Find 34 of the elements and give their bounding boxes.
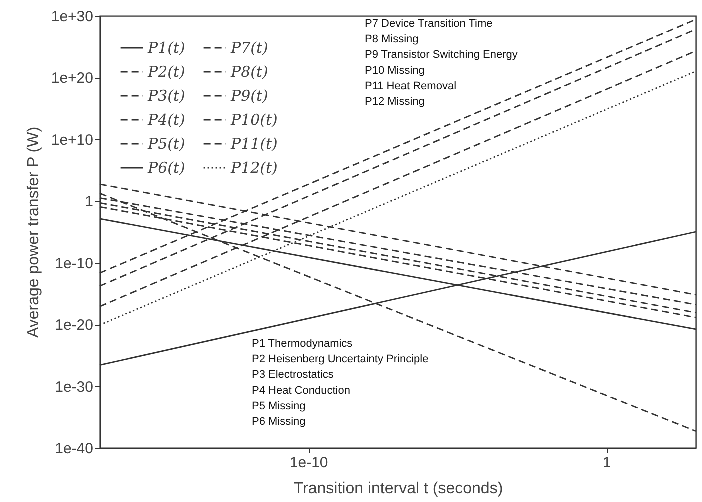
annotation: P7 Device Transition Time — [365, 18, 493, 30]
annotation: P11 Heat Removal — [365, 80, 457, 92]
y-axis-title: Average power transfer P (W) — [25, 126, 42, 338]
y-tick-label: 1e-40 — [55, 440, 94, 458]
legend-label: P11(t) — [230, 135, 278, 153]
legend-label: P12(t) — [230, 159, 278, 177]
annotation: P5 Missing — [252, 400, 306, 412]
y-tick-label: 1 — [85, 194, 94, 211]
annotation: P1 Thermodynamics — [252, 338, 354, 350]
annotation: P4 Heat Conduction — [252, 384, 350, 397]
legend-label: P3(t) — [147, 87, 186, 105]
annotation: P10 Missing — [365, 64, 425, 77]
y-tick-label: 1e+20 — [51, 70, 94, 88]
y-tick-label: 1e+10 — [51, 132, 94, 149]
legend-label: P6(t) — [147, 159, 186, 177]
legend-label: P1(t) — [147, 39, 186, 57]
legend-label: P4(t) — [147, 111, 186, 129]
y-tick-label: 1e-30 — [55, 378, 94, 396]
annotation: P3 Electrostatics — [252, 369, 334, 382]
y-tick-label: 1e-10 — [55, 255, 94, 272]
annotation: P8 Missing — [365, 34, 419, 46]
legend-label: P7(t) — [230, 39, 269, 57]
legend-label: P9(t) — [230, 87, 269, 105]
y-tick-label: 1e+30 — [51, 8, 94, 26]
annotation: P12 Missing — [365, 96, 425, 108]
legend-label: P10(t) — [230, 111, 278, 129]
legend-label: P5(t) — [147, 135, 186, 153]
legend-label: P8(t) — [230, 63, 269, 81]
annotation: P9 Transistor Switching Energy — [365, 49, 518, 62]
y-tick-label: 1e-20 — [55, 317, 94, 334]
annotation: P2 Heisenberg Uncertainty Principle — [252, 354, 429, 366]
legend-label: P2(t) — [147, 63, 186, 81]
x-axis-title: Transition interval t (seconds) — [294, 480, 504, 498]
annotation: P6 Missing — [252, 416, 306, 428]
